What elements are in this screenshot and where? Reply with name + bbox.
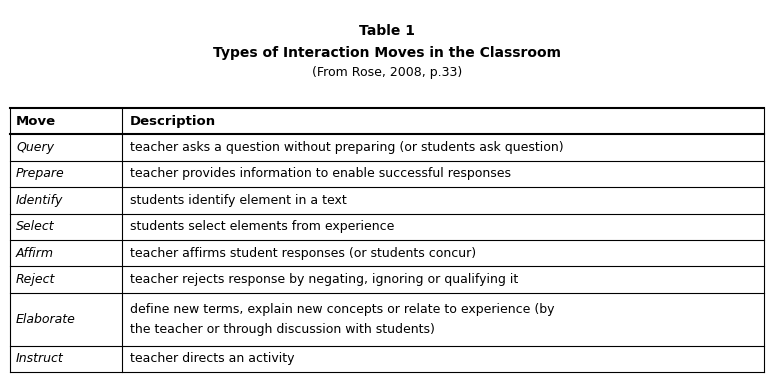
Text: Move: Move xyxy=(16,115,57,128)
Text: (From Rose, 2008, p.33): (From Rose, 2008, p.33) xyxy=(312,66,462,79)
Text: teacher asks a question without preparing (or students ask question): teacher asks a question without preparin… xyxy=(129,141,563,154)
Text: Query: Query xyxy=(16,141,54,154)
Text: Select: Select xyxy=(16,220,55,233)
Text: Types of Interaction Moves in the Classroom: Types of Interaction Moves in the Classr… xyxy=(213,46,561,60)
Text: define new terms, explain new concepts or relate to experience (by: define new terms, explain new concepts o… xyxy=(129,303,554,316)
Text: teacher provides information to enable successful responses: teacher provides information to enable s… xyxy=(129,167,511,181)
Text: Reject: Reject xyxy=(16,273,56,286)
Text: Description: Description xyxy=(129,115,216,128)
Text: teacher affirms student responses (or students concur): teacher affirms student responses (or st… xyxy=(129,247,476,260)
Text: Instruct: Instruct xyxy=(16,352,63,365)
Text: teacher directs an activity: teacher directs an activity xyxy=(129,352,294,365)
Text: teacher rejects response by negating, ignoring or qualifying it: teacher rejects response by negating, ig… xyxy=(129,273,518,286)
Text: the teacher or through discussion with students): the teacher or through discussion with s… xyxy=(129,323,434,336)
Text: Elaborate: Elaborate xyxy=(16,313,76,326)
Text: Affirm: Affirm xyxy=(16,247,54,260)
Text: Prepare: Prepare xyxy=(16,167,65,181)
Text: Identify: Identify xyxy=(16,194,63,207)
Text: students identify element in a text: students identify element in a text xyxy=(129,194,346,207)
Text: Table 1: Table 1 xyxy=(359,24,415,38)
Text: students select elements from experience: students select elements from experience xyxy=(129,220,394,233)
